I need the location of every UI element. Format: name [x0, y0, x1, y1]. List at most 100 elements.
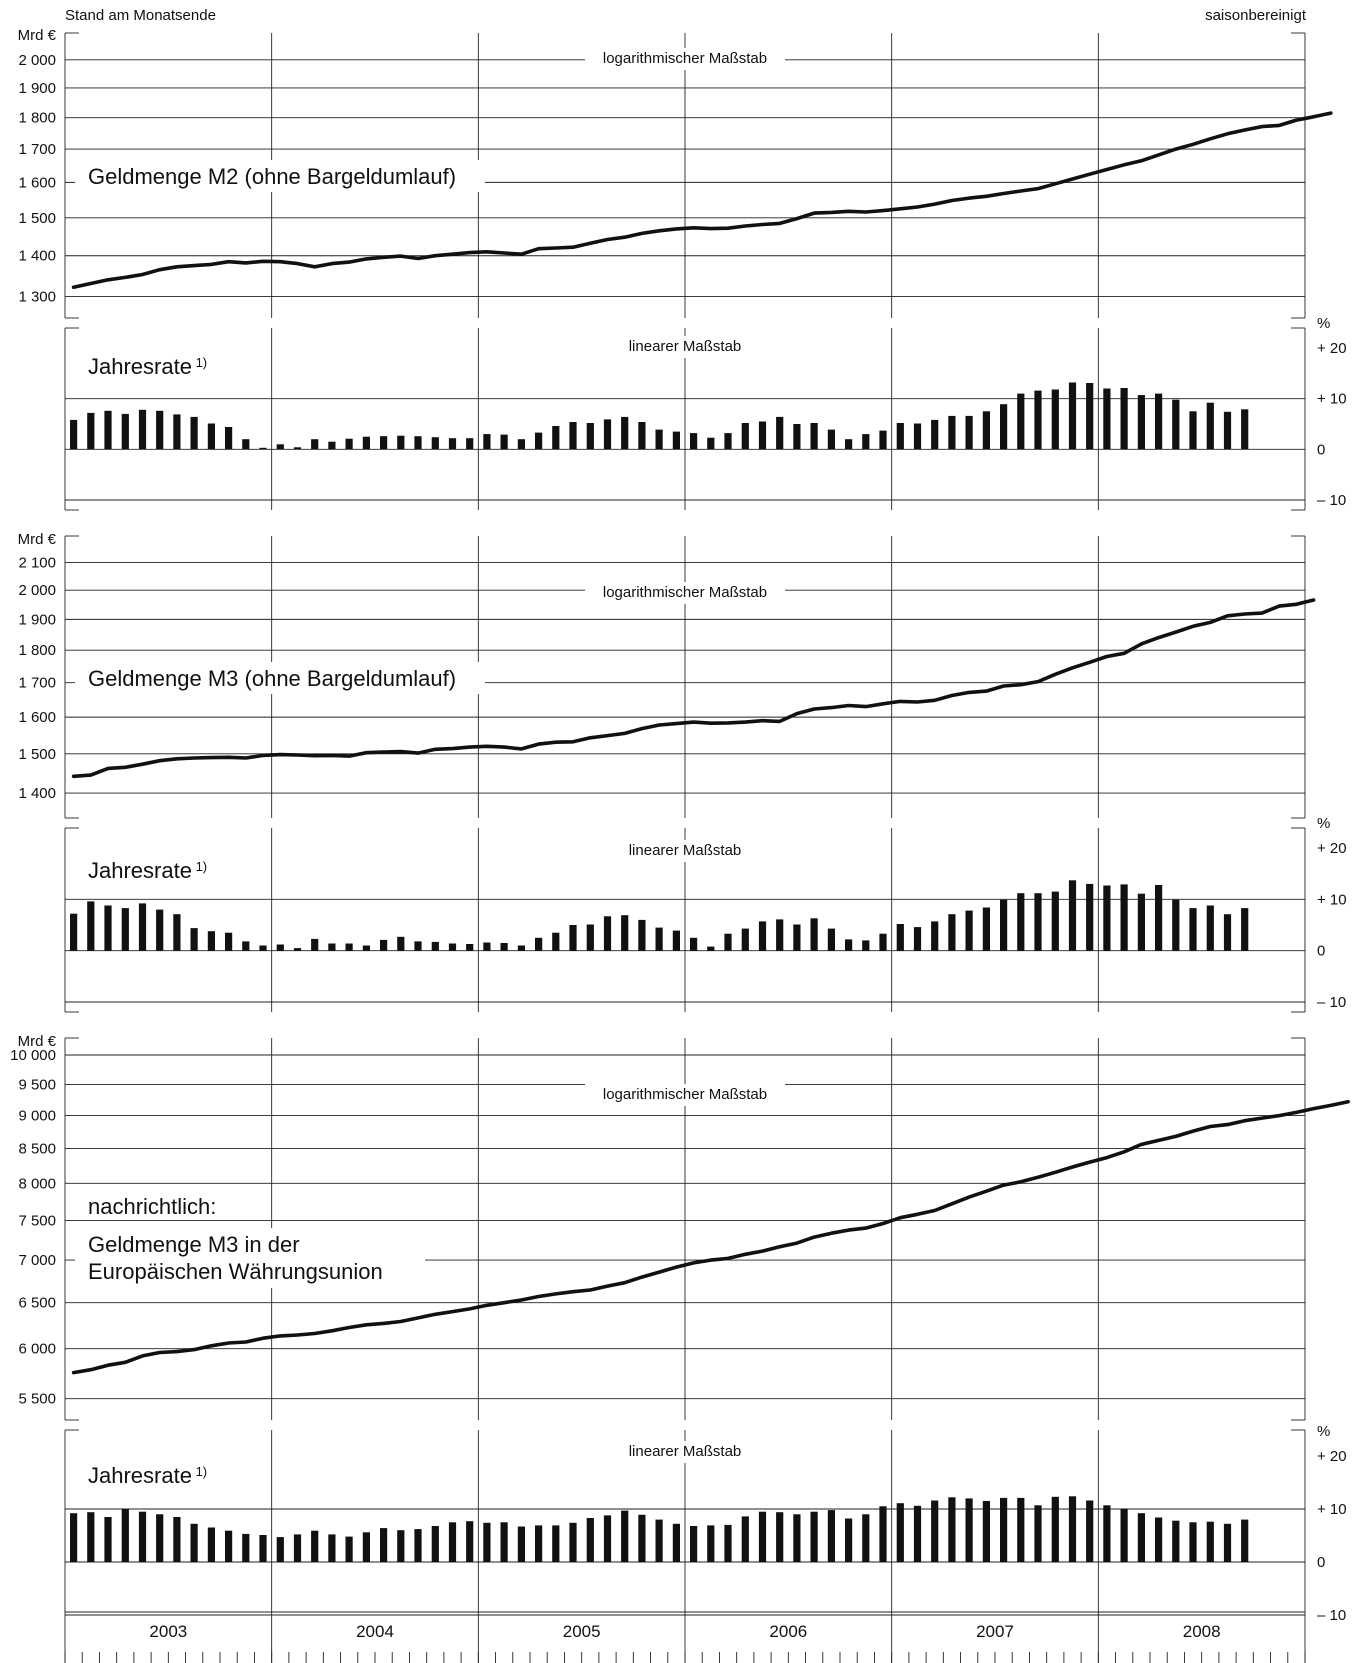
chart-title: Geldmenge M2 (ohne Bargeldumlauf)	[88, 164, 456, 189]
y-tick-label: 1 600	[18, 709, 56, 726]
note-mask	[75, 1192, 235, 1220]
y-tick-label: 7 500	[18, 1212, 56, 1229]
bar	[1086, 1500, 1094, 1562]
bar	[913, 927, 922, 951]
bar	[535, 432, 543, 450]
y-tick-label: 1 900	[18, 611, 56, 628]
bar	[1206, 905, 1214, 951]
bar	[242, 1533, 250, 1562]
bar	[293, 1534, 302, 1562]
bar	[672, 1523, 680, 1562]
bar	[121, 908, 129, 951]
y-unit-label: Mrd €	[18, 27, 57, 44]
bar	[207, 931, 215, 951]
bar	[896, 1503, 904, 1562]
y-tick-label: 2 100	[18, 554, 56, 571]
y-unit-label: Mrd €	[18, 1033, 57, 1050]
bar	[931, 419, 939, 450]
bar	[965, 910, 973, 951]
bar	[776, 919, 784, 951]
bar	[655, 927, 663, 951]
bar	[655, 1519, 663, 1562]
bar	[156, 410, 164, 450]
bar	[345, 438, 353, 450]
bar	[724, 1524, 732, 1562]
bar	[87, 412, 95, 450]
bar	[207, 423, 215, 450]
bar	[569, 1522, 577, 1562]
bar	[776, 1512, 784, 1562]
bar	[328, 943, 336, 951]
bar	[586, 1518, 594, 1562]
bar	[87, 901, 95, 951]
y-tick-label: + 20	[1317, 840, 1347, 857]
bar	[156, 909, 164, 951]
bar	[138, 903, 147, 951]
y-unit-label: Mrd €	[18, 531, 57, 548]
bar	[466, 438, 474, 450]
title-mask	[75, 160, 485, 192]
bar	[190, 928, 198, 951]
y-tick-label: + 20	[1317, 340, 1347, 357]
bar	[690, 433, 698, 450]
bar	[259, 945, 267, 951]
bar	[517, 1526, 525, 1562]
bar	[431, 1526, 439, 1562]
panel-1: 1 300 1 400 1 500 1 600 1 700 1 800 1 900 2 000…	[18, 27, 1333, 319]
header-right-note: saisonbereinigt	[1205, 7, 1307, 24]
bar	[259, 1535, 267, 1562]
series-line	[71, 1099, 1350, 1375]
y-tick-label: 2 000	[18, 52, 56, 69]
bar	[982, 907, 990, 951]
bar	[896, 924, 904, 951]
series-line	[71, 111, 1333, 290]
bar	[638, 1514, 646, 1562]
bar	[707, 1525, 715, 1562]
bar	[1000, 1497, 1008, 1562]
bar	[741, 1516, 749, 1562]
y-tick-label: 1 500	[18, 210, 56, 227]
bar	[810, 1511, 818, 1562]
bar	[621, 1510, 629, 1562]
bar	[1051, 1496, 1059, 1562]
bar	[1172, 899, 1180, 951]
title-mask	[75, 1228, 425, 1288]
bar	[397, 1530, 405, 1562]
bar	[1086, 883, 1094, 951]
scale-label: logarithmischer Maßstab	[603, 50, 767, 67]
bar	[655, 429, 663, 450]
bar	[259, 447, 267, 450]
scale-label: linearer Maßstab	[629, 1443, 742, 1460]
bar	[758, 1511, 767, 1562]
chart-title-line-1: Geldmenge M3 in der	[88, 1232, 300, 1257]
bar	[431, 437, 439, 450]
bar	[1051, 891, 1059, 951]
bar	[448, 943, 457, 951]
scale-label-mask	[585, 582, 785, 604]
scale-label: logarithmischer Maßstab	[603, 584, 767, 601]
bar	[293, 447, 302, 450]
bar	[190, 1523, 198, 1562]
bar	[1017, 393, 1025, 450]
bar	[225, 932, 233, 951]
bar	[173, 1517, 181, 1562]
year-label: 2008	[1183, 1622, 1221, 1641]
bar	[1241, 1519, 1249, 1562]
bar	[70, 913, 78, 951]
header-left-note: Stand am Monatsende	[65, 7, 216, 24]
y-tick-label: 1 900	[18, 80, 56, 97]
bar	[827, 928, 835, 951]
bar	[1223, 411, 1232, 450]
bar	[741, 423, 749, 450]
bar	[793, 924, 801, 951]
bar	[569, 422, 577, 450]
bar	[672, 930, 680, 951]
scale-label-mask	[615, 336, 755, 358]
bar	[138, 1511, 147, 1562]
y-tick-label: 1 400	[18, 785, 56, 802]
bar	[466, 1521, 474, 1562]
bar	[1103, 388, 1111, 450]
scale-label-mask	[585, 1084, 785, 1106]
bar	[362, 1532, 370, 1562]
bar	[724, 933, 732, 951]
